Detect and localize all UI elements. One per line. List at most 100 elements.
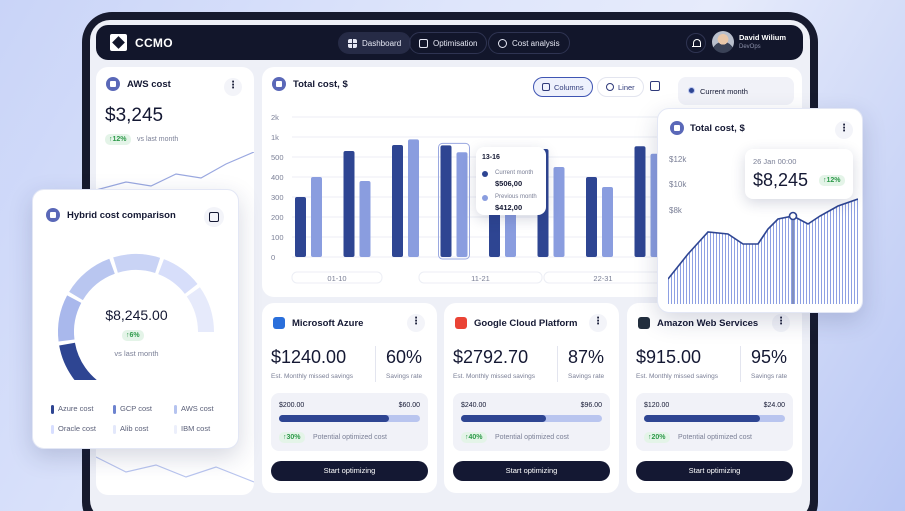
gauge-segment-ibm[interactable]: [186, 287, 214, 332]
gauge-segment-oracle[interactable]: [113, 254, 161, 274]
hybrid-card-icon: [46, 208, 60, 222]
gauge-segment-alib[interactable]: [158, 259, 198, 294]
gcp-start-optimizing-button[interactable]: Start optimizing: [453, 461, 610, 481]
bar-current-month[interactable]: [343, 151, 355, 257]
legend-current-dot: [688, 87, 695, 94]
gcp-missed-savings-label: Est. Monthly missed savings: [453, 373, 536, 380]
tooltip-current-value: $506,00: [495, 179, 523, 188]
popup-y-tick-8k: $8k: [669, 206, 682, 215]
nav-dashboard[interactable]: Dashboard: [338, 32, 412, 54]
legend-label: AWS cost: [181, 404, 214, 413]
bar-current-month[interactable]: [392, 145, 403, 257]
bell-icon[interactable]: [686, 33, 706, 53]
x-group-label: 11-21: [471, 274, 490, 283]
tooltip-previous-label: Previous month: [495, 194, 537, 200]
legend-swatch: [113, 405, 116, 414]
legend-swatch: [174, 425, 177, 434]
azure-missed-savings-label: Est. Monthly missed savings: [271, 373, 354, 380]
y-tick-label: 2k: [271, 113, 279, 122]
popup-tooltip: 26 Jan 00:00 $8,245 ↑12%: [745, 149, 853, 199]
azure-optimized-cost: $60.00: [398, 402, 420, 409]
x-group-range: [543, 271, 662, 284]
x-group-label: 01-10: [327, 274, 346, 283]
aws-card-menu-button[interactable]: [772, 314, 790, 332]
y-tick-label: 100: [271, 233, 284, 242]
gcp-current-cost: $240.00: [461, 402, 487, 409]
gcp-potential-label: Potential optimized cost: [495, 434, 569, 441]
tooltip-current-label: Current month: [495, 170, 534, 176]
azure-start-optimizing-button[interactable]: Start optimizing: [271, 461, 428, 481]
aws-savings-fill: [644, 415, 760, 422]
azure-card-menu-button[interactable]: [407, 314, 425, 332]
total-cost-bar-chart: 2k 1k 500 400 300 200 100 0 01-10 11-21 22-31: [271, 113, 662, 284]
legend-current-label: Current month: [700, 87, 748, 96]
azure-savings-rate-label: Savings rate: [386, 373, 423, 380]
aws-cost-value: $3,245: [105, 105, 164, 126]
azure-current-cost: $200.00: [279, 402, 305, 409]
top-bar: CCMO Dashboard Optimisation Cost analysi…: [96, 25, 803, 60]
calendar-icon[interactable]: [650, 81, 660, 91]
legend-label: GCP cost: [120, 404, 152, 413]
aws-card-title: AWS cost: [127, 79, 171, 90]
x-group-label: 22-31: [593, 274, 612, 283]
tooltip-label: 13-16: [482, 154, 500, 161]
gcp-card-menu-button[interactable]: [589, 314, 607, 332]
popup-tooltip-change-badge: ↑12%: [819, 175, 845, 186]
line-icon: [606, 83, 614, 91]
aws-missed-savings-label: Est. Monthly missed savings: [636, 373, 719, 380]
bar-previous-month[interactable]: [456, 152, 468, 257]
aws-current-cost: $120.00: [644, 402, 670, 409]
popup-card-menu-button[interactable]: [835, 121, 853, 139]
aws-logo-icon: [638, 317, 650, 329]
columns-view-button[interactable]: Columns: [533, 77, 593, 97]
hybrid-calendar-button[interactable]: [204, 207, 224, 227]
brand-name: CCMO: [135, 36, 173, 50]
aws-start-optimizing-button[interactable]: Start optimizing: [636, 461, 793, 481]
y-tick-label: 500: [271, 153, 284, 162]
bar-current-month[interactable]: [586, 177, 597, 257]
gcp-potential-badge: ↑40%: [461, 432, 487, 443]
chart-icon: [419, 38, 428, 48]
aws-optimization-box: $120.00 $24.00 ↑20% Potential optimized …: [636, 393, 793, 451]
hover-point[interactable]: [788, 211, 798, 221]
gcp-savings-rate-label: Savings rate: [568, 373, 605, 380]
gauge-segment-gcp[interactable]: [58, 295, 82, 342]
azure-logo-icon: [273, 317, 285, 329]
tooltip-current-dot: [482, 171, 488, 177]
grid-icon: [348, 38, 357, 48]
nav-dashboard-label: Dashboard: [362, 38, 402, 48]
hybrid-change-badge: ↑6%: [122, 330, 144, 341]
aws-provider-name: Amazon Web Services: [657, 318, 759, 329]
bar-current-month[interactable]: [295, 197, 306, 257]
y-tick-label: 200: [271, 213, 284, 222]
aws-card-menu-button[interactable]: [224, 78, 242, 96]
gcp-savings-fill: [461, 415, 546, 422]
provider-card-azure: Microsoft Azure $1240.00 Est. Monthly mi…: [262, 303, 437, 493]
y-tick-label: 0: [271, 253, 275, 262]
bar-current-month[interactable]: [440, 145, 452, 257]
bar-previous-month[interactable]: [359, 181, 371, 257]
hybrid-cost-card: Hybrid cost comparison $8,245.00 ↑6% vs …: [32, 189, 239, 449]
azure-stat-divider: [375, 346, 376, 382]
gauge-segment-azure[interactable]: [59, 342, 105, 380]
provider-card-aws: Amazon Web Services $915.00 Est. Monthly…: [627, 303, 802, 493]
chart-legend: Current month: [678, 77, 794, 105]
bar-previous-month[interactable]: [553, 167, 565, 257]
bar-hover-highlight: [438, 142, 470, 260]
hybrid-card-title: Hybrid cost comparison: [67, 210, 176, 221]
legend-label: Alib cost: [120, 424, 149, 433]
bar-previous-month[interactable]: [408, 139, 419, 257]
nav-cost-analysis[interactable]: Cost analysis: [488, 32, 570, 54]
liner-view-button[interactable]: Liner: [597, 77, 644, 97]
aws-card-icon: [106, 77, 120, 91]
gauge-segment-aws[interactable]: [69, 258, 115, 301]
total-cost-popup-card: Total cost, $ $12k $10k $8k 26 Jan 00:00…: [657, 108, 863, 313]
aws-savings-rate-value: 95%: [751, 347, 788, 367]
nav-optimisation[interactable]: Optimisation: [409, 32, 488, 54]
user-role: DevOps: [739, 44, 761, 50]
bar-previous-month[interactable]: [311, 177, 322, 257]
bar-previous-month[interactable]: [602, 187, 613, 257]
aws-savings-rate-label: Savings rate: [751, 373, 788, 380]
bar-current-month[interactable]: [634, 146, 646, 257]
avatar[interactable]: [712, 31, 734, 53]
